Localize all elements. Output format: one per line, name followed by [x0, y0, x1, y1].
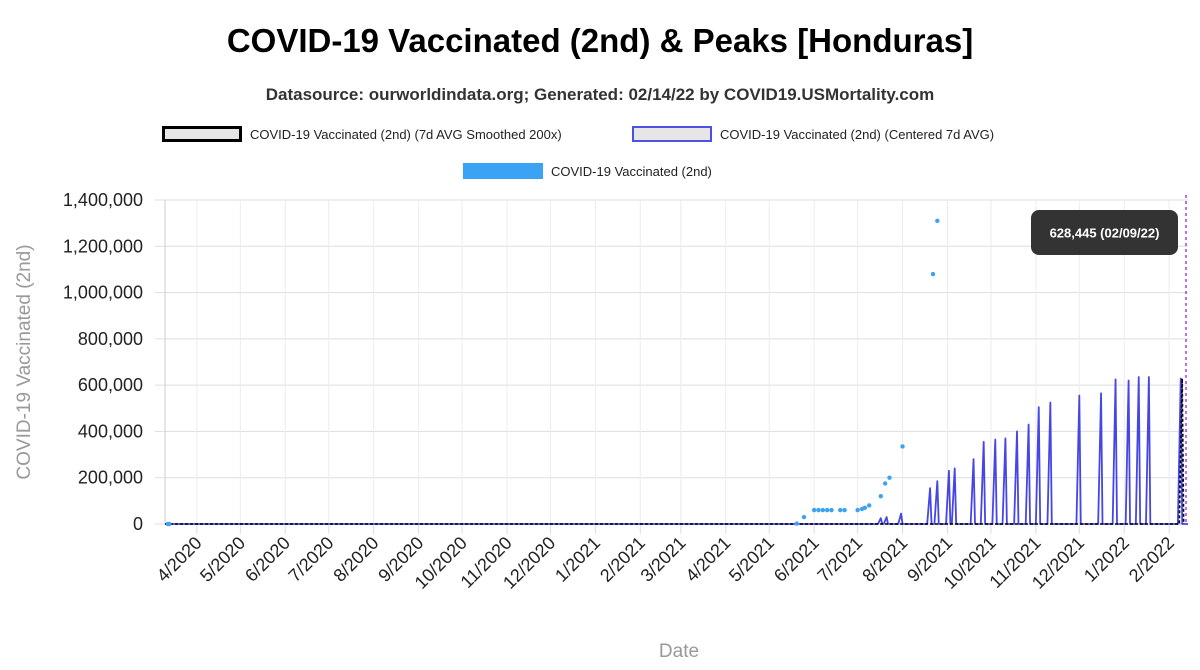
data-point [867, 503, 872, 508]
data-point [887, 475, 892, 480]
y-axis: 0 200,000 400,000 600,000 800,000 1,000,000 1,… [63, 190, 165, 534]
data-point [167, 521, 172, 527]
y-tick-label: 200,000 [78, 468, 143, 488]
x-tick-label: 3/2021 [637, 533, 690, 586]
data-point [829, 507, 834, 513]
data-point [816, 507, 821, 513]
y-tick-label: 800,000 [78, 329, 143, 349]
legend-label-smoothed: COVID-19 Vaccinated (2nd) (7d AVG Smooth… [250, 126, 562, 142]
y-tick-label: 1,200,000 [63, 236, 143, 256]
data-point [794, 521, 799, 526]
annotation-label: 628,445 (02/09/22) [1050, 226, 1160, 241]
data-point [862, 505, 868, 510]
data-point [882, 481, 888, 486]
y-axis-title: COVID-19 Vaccinated (2nd) [14, 244, 35, 479]
legend-item-centered[interactable]: COVID-19 Vaccinated (2nd) (Centered 7d A… [632, 126, 994, 142]
data-point [811, 507, 817, 513]
legend-label-centered: COVID-19 Vaccinated (2nd) (Centered 7d A… [720, 126, 995, 142]
series-smoothed-7d-avg [165, 378, 1185, 525]
legend-swatch-raw [463, 163, 543, 179]
x-tick-label: 8/2021 [858, 533, 911, 586]
chart-title: COVID-19 Vaccinated (2nd) & Peaks [Hondu… [226, 22, 974, 59]
data-point [930, 271, 936, 277]
series-vaccinated-2nd [165, 218, 940, 527]
data-point [935, 218, 940, 224]
y-tick-label: 0 [133, 514, 143, 534]
legend-item-raw[interactable]: COVID-19 Vaccinated (2nd) [463, 163, 712, 179]
data-point [838, 507, 843, 513]
data-point [820, 507, 826, 513]
y-tick-label: 400,000 [78, 421, 143, 441]
data-point [801, 514, 807, 520]
peak-annotation: 628,445 (02/09/22) [1031, 195, 1187, 524]
data-point [855, 507, 860, 513]
series-centered-7d-avg [165, 376, 1188, 525]
series-smoothed-line [165, 378, 1185, 525]
x-axis-title: Date [659, 641, 699, 662]
x-tick-label: 6/2020 [241, 533, 294, 586]
legend-swatch-centered [632, 126, 712, 142]
x-tick-label: 1/2021 [551, 533, 604, 586]
x-axis: 4/20205/20206/20207/20208/20209/202010/2… [153, 524, 1178, 593]
x-tick-label: 5/2021 [725, 533, 778, 586]
data-point [824, 507, 830, 513]
x-tick-label: 2/2022 [1125, 533, 1178, 586]
legend-item-smoothed[interactable]: COVID-19 Vaccinated (2nd) (7d AVG Smooth… [162, 126, 562, 142]
series-centered-line [165, 376, 1188, 525]
annotation-box [1031, 210, 1178, 255]
legend-swatch-smoothed [162, 126, 242, 142]
x-tick-label: 1/2022 [1080, 533, 1133, 586]
data-point [842, 507, 847, 513]
x-tick-label: 8/2020 [329, 533, 382, 586]
y-tick-label: 1,000,000 [63, 283, 143, 303]
y-tick-label: 600,000 [78, 375, 143, 395]
data-point [878, 494, 884, 499]
data-point [900, 444, 905, 449]
x-tick-label: 4/2020 [153, 533, 206, 586]
x-tick-label: 7/2020 [284, 533, 337, 586]
x-tick-label: 2/2021 [596, 533, 649, 586]
x-tick-label: 5/2020 [196, 533, 249, 586]
legend-label-raw: COVID-19 Vaccinated (2nd) [551, 163, 712, 179]
x-tick-label: 6/2021 [770, 533, 823, 586]
x-tick-label: 7/2021 [813, 533, 866, 586]
x-tick-label: 4/2021 [682, 533, 735, 586]
y-tick-label: 1,400,000 [63, 190, 143, 210]
chart-subtitle: Datasource: ourworldindata.org; Generate… [265, 85, 935, 104]
